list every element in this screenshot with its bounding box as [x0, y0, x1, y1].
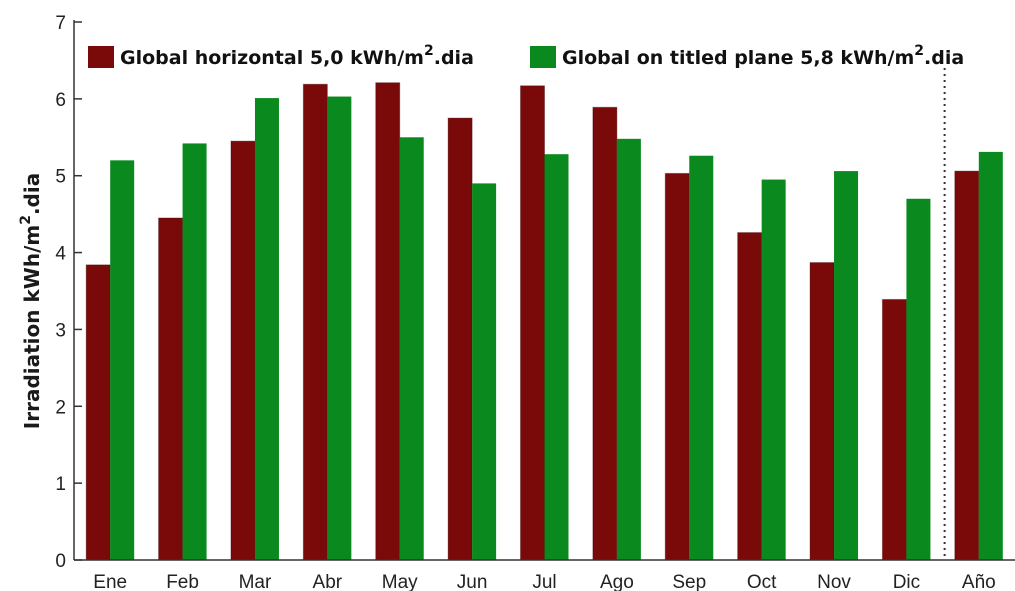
bar-global-tilted-dic — [906, 198, 931, 560]
y-tick-label: 3 — [55, 320, 66, 341]
y-axis-label: Irradiation kWh/m2.dia — [18, 173, 44, 429]
bar-global-tilted-jul — [544, 154, 569, 561]
bar-global-tilted-oct — [761, 179, 786, 561]
bar-global-horizontal-may — [375, 82, 401, 561]
x-tick-label: Jul — [532, 572, 556, 591]
bar-global-horizontal-ago — [592, 106, 618, 561]
bar-global-tilted-abr — [327, 96, 352, 561]
y-tick-label: 6 — [55, 90, 66, 111]
bar-global-horizontal-oct — [737, 232, 763, 561]
y-tick-label: 2 — [55, 397, 66, 418]
x-tick-label: Ago — [600, 572, 634, 591]
x-tick-label: Nov — [817, 572, 851, 591]
bar-global-horizontal-jul — [520, 85, 545, 561]
bar-global-tilted-may — [399, 137, 424, 561]
x-tick-label: Ene — [93, 572, 127, 591]
x-tick-label: Dic — [893, 572, 920, 591]
x-tick-label: Feb — [166, 572, 199, 591]
bar-global-tilted-ene — [110, 160, 135, 561]
y-tick-label: 4 — [55, 244, 66, 265]
bar-global-horizontal-año — [954, 170, 980, 561]
bar-global-horizontal-nov — [809, 262, 835, 561]
bar-global-tilted-nov — [834, 171, 859, 561]
bar-global-tilted-año — [978, 151, 1003, 561]
legend: Global horizontal 5,0 kWh/m2.dia Global o… — [88, 43, 964, 69]
bar-global-horizontal-dic — [881, 298, 907, 561]
y-tick-label: 1 — [55, 474, 66, 495]
x-tick-label: Sep — [672, 572, 706, 591]
x-tick-label: Abr — [313, 572, 343, 591]
bar-global-horizontal-ene — [85, 264, 111, 561]
x-tick-label: Jun — [457, 572, 488, 591]
bar-global-tilted-mar — [254, 98, 279, 561]
bar-global-horizontal-sep — [664, 172, 690, 561]
y-tick-label: 7 — [55, 13, 66, 34]
bar-global-tilted-feb — [182, 143, 207, 561]
bar-global-horizontal-feb — [158, 217, 184, 561]
x-tick-label: May — [382, 572, 418, 591]
bar-global-horizontal-jun — [447, 117, 473, 561]
bar-global-tilted-jun — [472, 183, 497, 560]
global-horizontal-legend-swatch — [88, 46, 114, 68]
x-tick-label: Año — [962, 572, 996, 591]
y-tick-label: 5 — [55, 167, 66, 188]
global-horizontal-legend-label: Global horizontal 5,0 kWh/m2.dia — [120, 43, 474, 69]
x-tick-label: Mar — [239, 572, 272, 591]
x-tick-label: Oct — [747, 572, 777, 591]
bar-global-tilted-ago — [616, 138, 641, 560]
x-axis: Ene Feb Mar Abr May Jun Jul Ago Sep Oct Nov Dic Año — [74, 559, 1015, 591]
bars — [85, 82, 1003, 561]
bar-global-horizontal-abr — [302, 83, 328, 561]
y-axis: 0 1 2 3 4 5 6 7 — [55, 13, 82, 572]
bar-global-tilted-sep — [689, 155, 714, 560]
bar-global-horizontal-mar — [230, 140, 256, 561]
global-tilted-legend-label: Global on titled plane 5,8 kWh/m2.dia — [562, 43, 964, 69]
global-tilted-legend-swatch — [530, 46, 556, 68]
y-tick-label: 0 — [55, 551, 66, 572]
